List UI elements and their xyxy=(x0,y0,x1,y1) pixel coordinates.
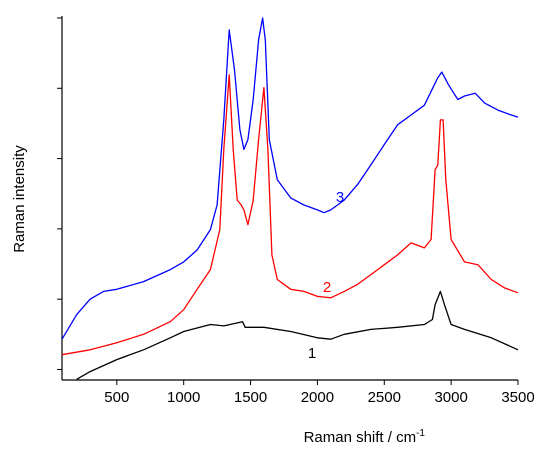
series-label: 2 xyxy=(323,279,331,296)
x-axis-title: Raman shift / cm-1 xyxy=(304,428,426,446)
series-line xyxy=(76,290,519,380)
x-tick-label: 1500 xyxy=(234,389,267,406)
y-axis-title: Raman intensity xyxy=(11,145,28,253)
x-tick-label: 3500 xyxy=(501,389,534,406)
series-label: 1 xyxy=(308,345,316,362)
x-tick-label: 500 xyxy=(104,389,129,406)
series-line xyxy=(61,74,519,356)
x-axis-title-sup: -1 xyxy=(416,428,425,439)
x-tick-label: 2000 xyxy=(301,389,334,406)
x-tick-label: 3000 xyxy=(434,389,467,406)
series-label: 3 xyxy=(336,189,344,206)
series-line xyxy=(61,17,519,340)
x-tick-label: 2500 xyxy=(368,389,401,406)
x-axis-title-main: Raman shift / cm xyxy=(304,429,417,446)
x-tick-label: 1000 xyxy=(167,389,200,406)
